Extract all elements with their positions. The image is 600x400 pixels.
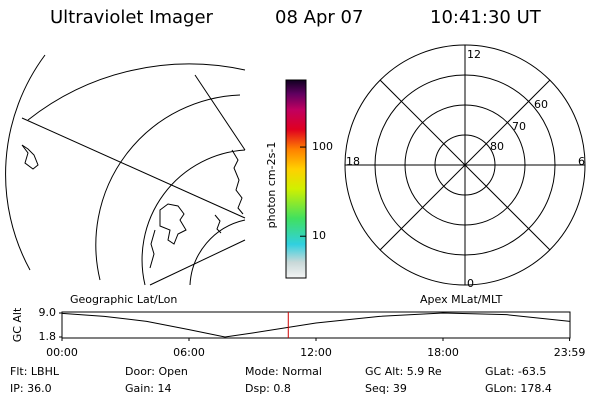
colorbar — [285, 79, 307, 279]
status-field: GC Alt: 5.9 Re — [365, 365, 442, 378]
status-field: GLat: -63.5 — [485, 365, 546, 378]
lat-label: 80 — [490, 140, 504, 153]
status-field: Door: Open — [125, 365, 188, 378]
status-field: IP: 36.0 — [10, 382, 52, 395]
polar-grid — [344, 44, 586, 286]
date: 08 Apr 07 — [275, 7, 363, 28]
status-field: Seq: 39 — [365, 382, 407, 395]
x-tick-label: 18:00 — [427, 346, 459, 359]
mlt-label: 12 — [467, 48, 481, 61]
lat-label: 70 — [512, 120, 526, 133]
status-field: Flt: LBHL — [10, 365, 60, 378]
x-tick-label: 23:59 — [554, 346, 586, 359]
colorbar-tick-label: 100 — [312, 140, 333, 153]
status-field: Gain: 14 — [125, 382, 172, 395]
mlt-label: 0 — [467, 277, 474, 290]
colorbar-tick-label: 10 — [312, 229, 326, 242]
x-tick-label: 06:00 — [173, 346, 205, 359]
title: Ultraviolet Imager — [50, 7, 214, 28]
y-tick-label: 9.0 — [39, 306, 57, 319]
mlt-label: 6 — [578, 155, 585, 168]
status-field: GLon: 178.4 — [485, 382, 552, 395]
y-tick-label: 1.8 — [39, 330, 57, 343]
timeline-left-label: Geographic Lat/Lon — [70, 293, 177, 306]
mlt-label: 18 — [346, 155, 360, 168]
time: 10:41:30 UT — [430, 7, 542, 28]
timeline-y-label: GC Alt — [11, 307, 24, 342]
map — [5, 54, 246, 286]
status-field: Dsp: 0.8 — [245, 382, 291, 395]
colorbar-label: photon cm-2s-1 — [265, 142, 278, 229]
lat-label: 60 — [534, 98, 548, 111]
altitude-line — [61, 312, 571, 338]
timeline-frame — [61, 311, 571, 339]
status-field: Mode: Normal — [245, 365, 322, 378]
x-tick-label: 12:00 — [300, 346, 332, 359]
x-tick-label: 00:00 — [46, 346, 78, 359]
timeline-right-label: Apex MLat/MLT — [420, 293, 503, 306]
